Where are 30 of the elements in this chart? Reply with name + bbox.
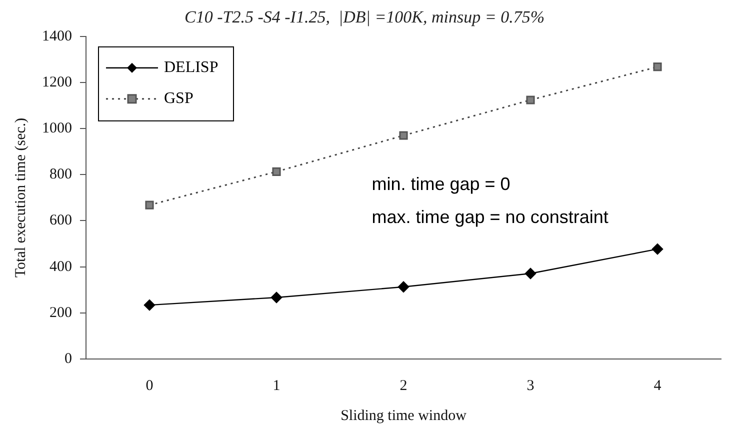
point (145, 200, 154, 210)
point (653, 62, 662, 72)
y-tick-label: 600 (50, 212, 72, 229)
x-tick-label: 3 (526, 378, 534, 394)
y-axis-title: Total execution time (sec.) (12, 118, 29, 278)
x-tick-label: 0 (146, 378, 154, 394)
x-tick-label: 2 (400, 378, 408, 394)
annotation: max. time gap = no constraint (372, 206, 608, 227)
chart-title: C10 -T2.5 -S4 -I1.25, |DB| =100K, minsup = 0.75% (184, 8, 545, 27)
y-tick-label: 400 (50, 258, 72, 275)
point (526, 96, 535, 104)
legend-label: GSP (164, 90, 194, 108)
y-tick-label: 0 (64, 350, 72, 367)
point (272, 167, 281, 176)
point (399, 131, 408, 140)
y-tick-label: 1200 (42, 74, 72, 90)
x-tick-label: 4 (654, 378, 662, 394)
point (652, 243, 664, 255)
y-tick-label: 800 (50, 166, 72, 183)
y-tick-label: 1400 (42, 28, 72, 44)
legend-label: DELISP (164, 59, 218, 76)
y-tick-label: 200 (50, 304, 72, 321)
point (398, 281, 410, 292)
point (270, 292, 282, 304)
x-tick-label: 1 (272, 378, 280, 394)
point (524, 268, 536, 280)
x-axis-title: Sliding time window (340, 408, 467, 424)
point (144, 299, 156, 311)
annotation: min. time gap = 0 (372, 174, 510, 194)
y-tick-label: 1000 (42, 120, 72, 137)
